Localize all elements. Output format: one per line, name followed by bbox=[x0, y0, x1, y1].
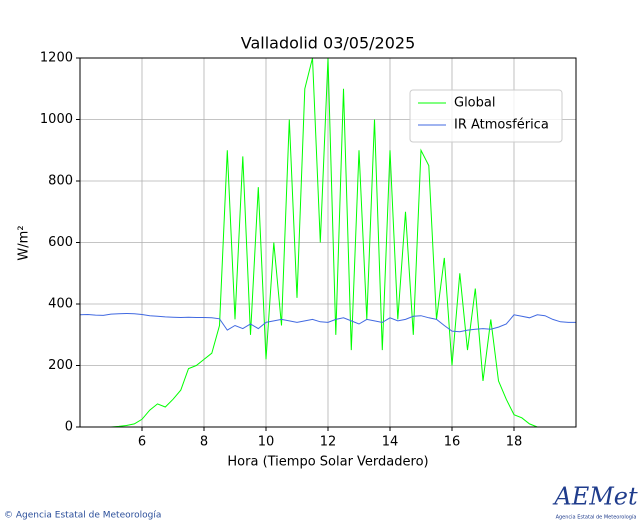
y-tick-label: 1000 bbox=[40, 112, 73, 127]
chart-title: Valladolid 03/05/2025 bbox=[241, 34, 416, 53]
y-tick-label: 800 bbox=[48, 174, 73, 189]
x-axis-label: Hora (Tiempo Solar Verdadero) bbox=[227, 455, 428, 470]
x-tick-label: 6 bbox=[138, 435, 146, 450]
y-axis-label: W/m² bbox=[17, 225, 32, 260]
x-tick-label: 10 bbox=[258, 435, 275, 450]
y-tick-label: 600 bbox=[48, 235, 73, 250]
x-tick-label: 14 bbox=[382, 435, 399, 450]
plot-frame bbox=[79, 57, 577, 428]
legend-label: IR Atmosférica bbox=[454, 118, 549, 133]
logo: AEMet bbox=[552, 483, 638, 511]
series-line bbox=[80, 58, 576, 427]
y-tick-label: 0 bbox=[65, 420, 73, 435]
x-tick-label: 12 bbox=[320, 435, 337, 450]
y-tick-label: 200 bbox=[48, 358, 73, 373]
legend-box bbox=[409, 89, 563, 143]
series-line bbox=[80, 312, 576, 333]
y-tick-label: 1200 bbox=[40, 51, 73, 66]
x-tick-label: 8 bbox=[200, 435, 208, 450]
copyright: © Agencia Estatal de Meteorología bbox=[4, 511, 161, 521]
legend-label: Global bbox=[454, 96, 495, 111]
x-tick-label: 16 bbox=[444, 435, 461, 450]
y-tick-label: 400 bbox=[48, 297, 73, 312]
logo-caption: Agencia Estatal de Meteorología bbox=[556, 514, 637, 521]
x-tick-label: 18 bbox=[506, 435, 523, 450]
